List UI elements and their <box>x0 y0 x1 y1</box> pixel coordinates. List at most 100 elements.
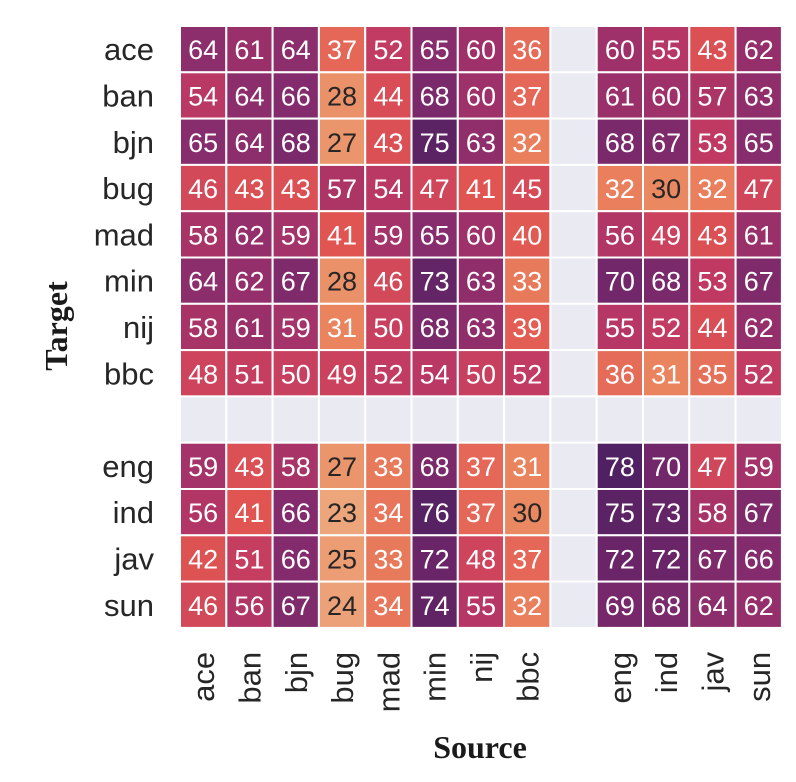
heatmap-cell-value: 61 <box>605 81 635 111</box>
heatmap-cell-value: 52 <box>373 359 403 389</box>
heatmap-cell <box>734 441 783 491</box>
heatmap-cell-value: 60 <box>605 35 635 65</box>
heatmap-cell-value: 64 <box>188 267 218 297</box>
heatmap-cell-value: 43 <box>697 35 727 65</box>
heatmap-cell-value: 53 <box>697 267 727 297</box>
heatmap-cell <box>503 256 552 305</box>
heatmap-cell-value: 27 <box>327 452 357 482</box>
heatmap-cell <box>503 25 552 74</box>
heatmap-empty-cell <box>549 117 598 166</box>
heatmap-cell-value: 62 <box>744 35 774 65</box>
heatmap-cell-value: 44 <box>697 313 727 343</box>
heatmap-cell <box>271 441 320 491</box>
heatmap-cell <box>734 71 783 120</box>
heatmap-empty-cell <box>642 395 691 444</box>
heatmap-cell <box>410 441 459 491</box>
column-label: ind <box>649 652 684 693</box>
heatmap-empty-cell <box>595 395 645 444</box>
heatmap-cell-value: 72 <box>605 544 635 574</box>
heatmap-cell-value: 64 <box>697 591 727 621</box>
heatmap-cell-value: 64 <box>281 35 311 65</box>
heatmap-empty-cell <box>734 395 783 444</box>
heatmap-cell-value: 67 <box>744 498 774 528</box>
heatmap-cell-value: 75 <box>605 498 635 528</box>
heatmap-cell-value: 62 <box>744 313 774 343</box>
heatmap-cell-value: 37 <box>327 35 357 65</box>
row-label: bug <box>102 171 154 206</box>
heatmap-empty-cell <box>271 395 320 444</box>
heatmap-cell-value: 63 <box>466 313 496 343</box>
row-label: min <box>104 264 154 299</box>
heatmap-cell-value: 60 <box>466 81 496 111</box>
heatmap-cell-value: 56 <box>188 498 218 528</box>
column-label: ace <box>186 652 221 702</box>
heatmap-cell-value: 68 <box>605 128 635 158</box>
y-axis-title: Target <box>38 281 74 371</box>
heatmap-cell <box>364 349 413 398</box>
heatmap-cell-value: 68 <box>281 128 311 158</box>
heatmap-cell-value: 58 <box>188 220 218 250</box>
heatmap-empty-cell <box>549 71 598 120</box>
heatmap-cell-value: 65 <box>420 35 450 65</box>
heatmap-cell <box>317 71 367 120</box>
heatmap-cell <box>642 71 691 120</box>
heatmap-cell <box>642 25 691 74</box>
heatmap-cell-value: 43 <box>281 174 311 204</box>
heatmap-cell <box>225 302 274 352</box>
heatmap-cell-value: 63 <box>466 267 496 297</box>
heatmap-cell-value: 62 <box>744 591 774 621</box>
heatmap-cell-value: 37 <box>466 452 496 482</box>
heatmap-cell <box>410 25 459 74</box>
heatmap-cell-value: 61 <box>234 313 264 343</box>
heatmap-cell <box>364 302 413 352</box>
heatmap-cell-value: 62 <box>234 267 264 297</box>
heatmap-cell-value: 35 <box>697 359 727 389</box>
row-label: eng <box>102 449 154 484</box>
heatmap-cell-value: 41 <box>466 174 496 204</box>
heatmap-cell-value: 52 <box>373 35 403 65</box>
heatmap-cell-value: 68 <box>651 591 681 621</box>
row-labels: ace ban bjn bug mad min nij bbc eng ind jav sun <box>94 32 155 623</box>
heatmap-cell <box>364 71 413 120</box>
heatmap-cell-value: 48 <box>188 359 218 389</box>
heatmap-cell-value: 51 <box>234 359 264 389</box>
heatmap-cell <box>410 210 459 259</box>
heatmap-cell-value: 59 <box>281 220 311 250</box>
heatmap-cell <box>271 117 320 166</box>
row-label: bbc <box>104 356 154 391</box>
heatmap-cell <box>642 302 691 352</box>
heatmap-cell <box>734 117 783 166</box>
heatmap-empty-cell <box>549 25 598 74</box>
column-label: ban <box>232 652 267 704</box>
heatmap-cell-value: 43 <box>234 174 264 204</box>
heatmap-cell-value: 64 <box>234 128 264 158</box>
heatmap-cell <box>179 349 228 398</box>
heatmap-cell <box>225 534 274 583</box>
heatmap-cell-value: 64 <box>234 81 264 111</box>
heatmap-cell <box>225 488 274 537</box>
heatmap-cell <box>642 163 691 213</box>
heatmap-cell-value: 73 <box>420 267 450 297</box>
heatmap-cell-value: 52 <box>512 359 542 389</box>
heatmap-cell <box>410 256 459 305</box>
heatmap-cell-value: 52 <box>744 359 774 389</box>
heatmap-cell-value: 50 <box>466 359 496 389</box>
heatmap-cell-value: 62 <box>234 220 264 250</box>
heatmap-cell <box>734 349 783 398</box>
heatmap-cell-value: 31 <box>651 359 681 389</box>
heatmap-cell-value: 47 <box>697 452 727 482</box>
heatmap-cell-value: 66 <box>281 81 311 111</box>
heatmap-cell <box>456 256 506 305</box>
heatmap-cell-value: 44 <box>373 81 403 111</box>
heatmap-cell <box>179 302 228 352</box>
heatmap-cell <box>271 210 320 259</box>
heatmap-cell-value: 67 <box>744 267 774 297</box>
heatmap-cell-value: 34 <box>373 591 403 621</box>
column-label: nij <box>464 652 499 683</box>
heatmap-cell-value: 59 <box>744 452 774 482</box>
heatmap-empty-cell <box>179 395 228 444</box>
heatmap-cell-value: 52 <box>651 313 681 343</box>
heatmap-cell <box>503 488 552 537</box>
heatmap-empty-cell <box>549 210 598 259</box>
heatmap-cell-value: 67 <box>281 591 311 621</box>
